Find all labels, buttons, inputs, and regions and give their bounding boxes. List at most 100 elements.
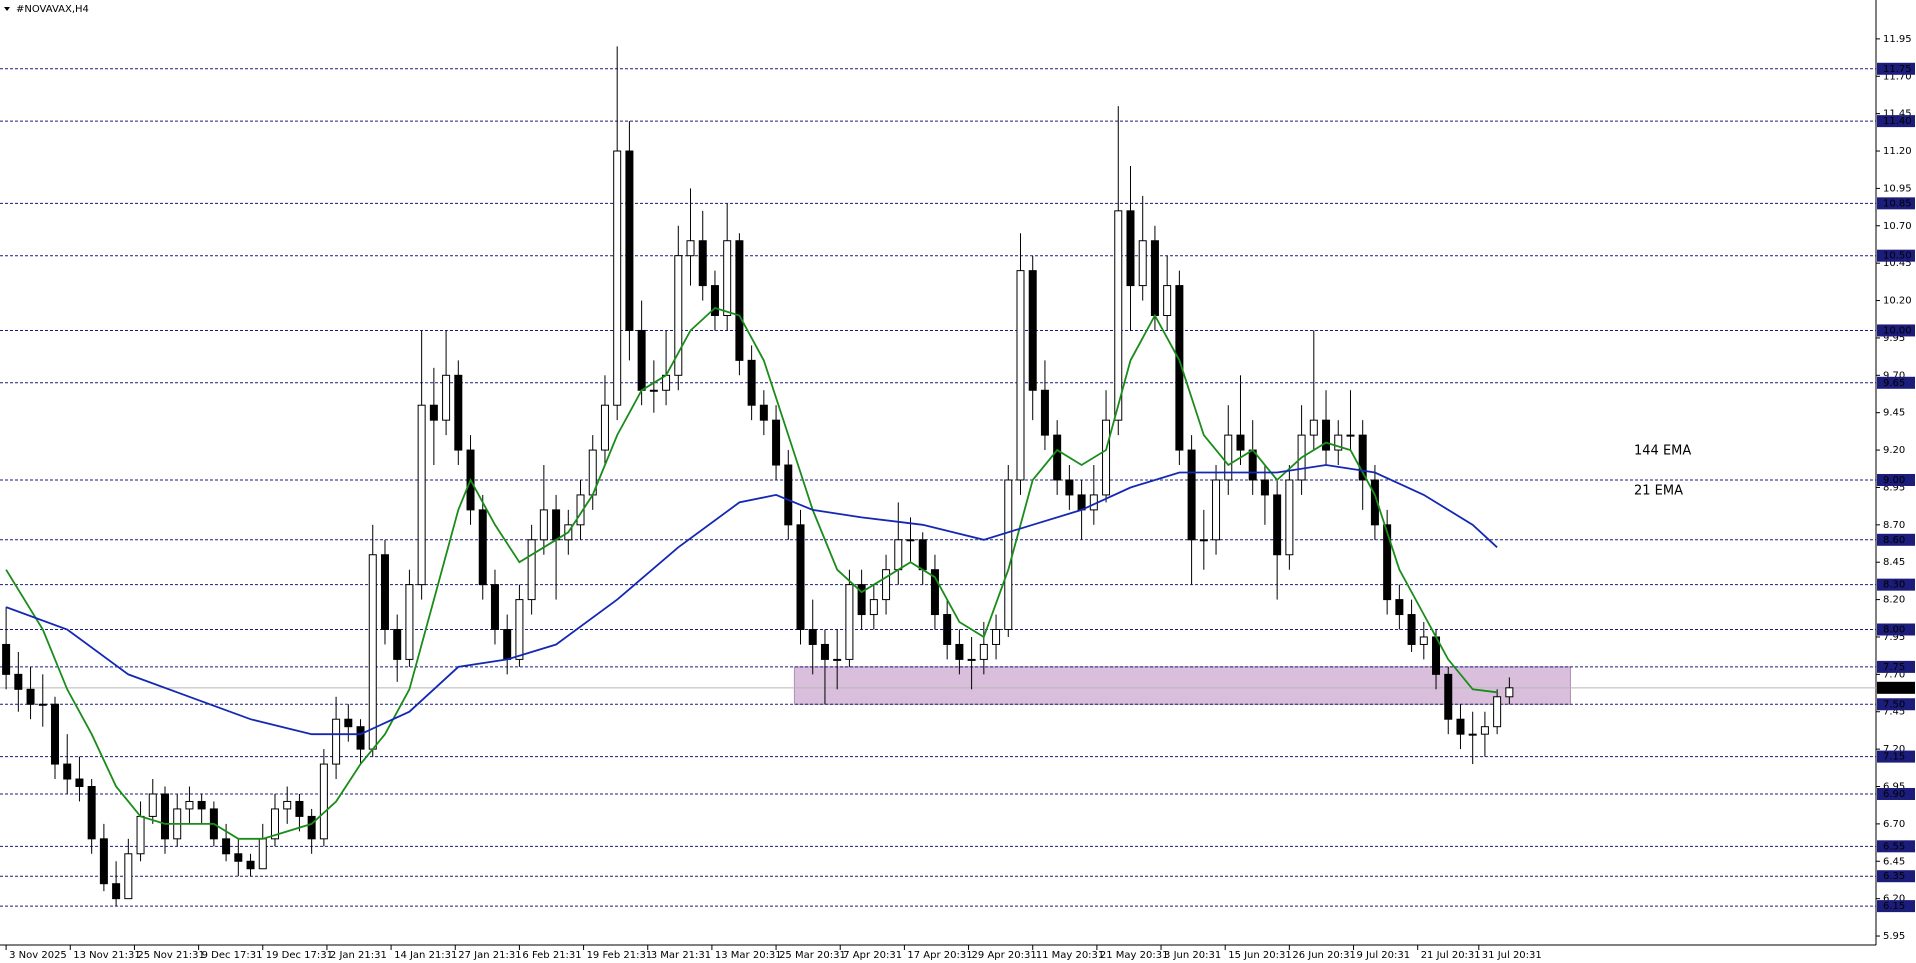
candle-body <box>50 703 59 765</box>
candle-body <box>1493 696 1502 728</box>
support-zone <box>793 666 1571 705</box>
y-tick-label: 11.45 <box>1883 109 1912 120</box>
candle-body <box>429 404 438 421</box>
level-label: 7.15 <box>1883 752 1905 763</box>
y-tick-label: 10.95 <box>1883 183 1912 194</box>
candle-body <box>136 815 145 855</box>
level-label: 10.00 <box>1883 325 1912 336</box>
level-label: 8.60 <box>1883 535 1905 546</box>
candle-body <box>1175 285 1184 451</box>
candle-body <box>26 688 35 705</box>
candle-body <box>1004 479 1013 631</box>
y-tick-label: 6.95 <box>1883 782 1905 793</box>
y-tick-label: 8.95 <box>1883 482 1905 493</box>
level-label: 6.55 <box>1883 841 1905 852</box>
candle-body <box>992 629 1001 645</box>
x-tick-label: 25 Nov 21:31 <box>137 950 204 961</box>
ema-line <box>5 464 1498 736</box>
y-tick-label: 8.70 <box>1883 520 1905 531</box>
candle-body <box>515 599 524 660</box>
candle-body <box>332 718 341 765</box>
x-tick-label: 7 Apr 20:31 <box>843 950 902 961</box>
candle-body <box>820 643 829 660</box>
candle-body <box>295 800 304 817</box>
level-label-box <box>1877 324 1915 337</box>
candle-body <box>600 404 609 451</box>
y-tick-label: 6.45 <box>1883 856 1905 867</box>
current-price-label: 7.61 <box>1883 683 1905 694</box>
candle-body <box>637 329 646 391</box>
y-tick-label: 9.45 <box>1883 408 1905 419</box>
candle-body <box>1040 389 1049 436</box>
level-label: 7.50 <box>1883 699 1905 710</box>
candle-body <box>674 255 683 376</box>
candle-body <box>185 800 194 810</box>
candle-body <box>857 584 866 616</box>
candle-body <box>1468 733 1477 736</box>
candle-body <box>270 808 279 840</box>
x-tick-label: 19 Dec 17:31 <box>266 950 333 961</box>
level-label-box <box>1877 376 1915 389</box>
candle-body <box>222 838 231 855</box>
x-tick-label: 21 May 20:31 <box>1100 950 1169 961</box>
level-label-box <box>1877 533 1915 546</box>
y-tick-label: 7.45 <box>1883 707 1905 718</box>
candle-body <box>1102 419 1111 496</box>
level-label: 6.90 <box>1883 789 1905 800</box>
x-tick-label: 27 Jan 21:31 <box>458 950 521 961</box>
candle-body <box>442 374 451 421</box>
level-label: 6.15 <box>1883 901 1905 912</box>
candle-body <box>1065 479 1074 496</box>
candle-body <box>906 539 915 542</box>
level-label: 8.30 <box>1883 580 1905 591</box>
candle-body <box>380 554 389 631</box>
candle-body <box>723 240 732 316</box>
candle-body <box>930 569 939 616</box>
candle-body <box>2 643 11 675</box>
x-tick-label: 3 Jun 20:31 <box>1164 950 1221 961</box>
x-tick-label: 26 Jun 20:31 <box>1292 950 1356 961</box>
ema-annotation: 144 EMA <box>1634 444 1691 459</box>
candle-body <box>1505 687 1514 698</box>
level-label: 8.00 <box>1883 625 1905 636</box>
y-tick-label: 11.20 <box>1883 146 1912 157</box>
menu-arrow[interactable] <box>4 7 10 11</box>
y-tick-label: 8.45 <box>1883 557 1905 568</box>
level-label-box <box>1877 115 1915 128</box>
candle-body <box>1163 285 1172 316</box>
candle-body <box>1236 434 1245 451</box>
level-label: 7.75 <box>1883 662 1905 673</box>
level-label-box <box>1877 473 1915 486</box>
candle-body <box>1456 718 1465 735</box>
candle-body <box>368 554 377 750</box>
candle-body <box>63 763 72 780</box>
candle-body <box>772 419 781 466</box>
candle-body <box>735 240 744 361</box>
y-tick-label: 9.95 <box>1883 333 1905 344</box>
candle-body <box>833 658 842 661</box>
y-tick-label: 10.20 <box>1883 296 1912 307</box>
candle-body <box>124 853 133 900</box>
candle-body <box>75 778 84 788</box>
candle-body <box>454 374 463 451</box>
candle-body <box>1138 240 1147 287</box>
x-tick-label: 14 Jan 21:31 <box>394 950 457 961</box>
candle-body <box>882 569 891 601</box>
x-tick-label: 3 Mar 21:31 <box>651 950 711 961</box>
candle-body <box>1407 614 1416 645</box>
candle-body <box>197 800 206 810</box>
x-tick-label: 9 Dec 17:31 <box>202 950 263 961</box>
level-label-box <box>1877 750 1915 763</box>
candle-body <box>759 404 768 421</box>
candle-body <box>283 800 292 810</box>
x-tick-label: 11 May 20:31 <box>1036 950 1105 961</box>
candle-body <box>698 240 707 287</box>
candle-body <box>1053 434 1062 481</box>
candle-body <box>1419 636 1428 645</box>
candle-body <box>1016 270 1025 481</box>
candle-body <box>747 359 756 406</box>
candle-body <box>784 464 793 526</box>
x-tick-label: 19 Feb 21:31 <box>587 950 653 961</box>
candle-body <box>503 629 512 660</box>
